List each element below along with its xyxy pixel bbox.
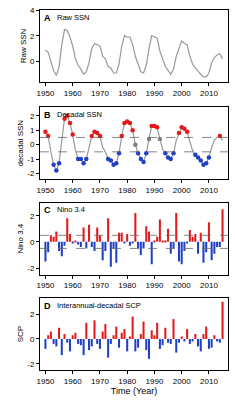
svg-text:2000: 2000 xyxy=(173,89,191,98)
svg-text:1970: 1970 xyxy=(91,281,109,290)
svg-text:1960: 1960 xyxy=(64,281,82,290)
svg-text:D: D xyxy=(44,301,51,311)
svg-text:-2: -2 xyxy=(27,264,35,273)
svg-text:-1: -1 xyxy=(27,155,35,164)
svg-text:0: 0 xyxy=(30,335,35,344)
svg-text:SCP: SCP xyxy=(16,326,25,342)
svg-text:2010: 2010 xyxy=(200,377,218,386)
svg-text:B: B xyxy=(44,110,51,120)
svg-text:Interannual-decadal SCP: Interannual-decadal SCP xyxy=(57,301,141,310)
svg-text:C: C xyxy=(44,205,51,215)
svg-text:1980: 1980 xyxy=(118,281,136,290)
svg-text:1970: 1970 xyxy=(91,377,109,386)
svg-text:Raw SSN: Raw SSN xyxy=(57,13,90,22)
svg-text:1970: 1970 xyxy=(91,186,109,195)
svg-text:2: 2 xyxy=(30,112,35,121)
svg-text:1980: 1980 xyxy=(118,377,136,386)
svg-text:2: 2 xyxy=(30,211,35,220)
svg-text:0: 0 xyxy=(30,57,35,66)
svg-text:decadal SSN: decadal SSN xyxy=(16,120,25,167)
svg-text:1950: 1950 xyxy=(37,281,55,290)
svg-text:1990: 1990 xyxy=(146,377,164,386)
svg-text:1960: 1960 xyxy=(64,186,82,195)
svg-text:1980: 1980 xyxy=(118,186,136,195)
svg-text:Time (Year): Time (Year) xyxy=(111,386,157,396)
svg-text:-2: -2 xyxy=(27,360,35,369)
svg-text:Decadal SSN: Decadal SSN xyxy=(57,110,102,119)
svg-text:1950: 1950 xyxy=(37,377,55,386)
svg-text:-2: -2 xyxy=(27,169,35,178)
svg-text:Nino 3.4: Nino 3.4 xyxy=(16,223,25,253)
svg-text:0: 0 xyxy=(30,238,35,247)
svg-text:1: 1 xyxy=(30,126,35,135)
svg-text:1960: 1960 xyxy=(64,377,82,386)
svg-text:2010: 2010 xyxy=(200,281,218,290)
svg-text:Raw SSN: Raw SSN xyxy=(19,28,28,63)
svg-text:1980: 1980 xyxy=(118,89,136,98)
svg-text:2000: 2000 xyxy=(173,186,191,195)
svg-text:2010: 2010 xyxy=(200,89,218,98)
svg-text:1990: 1990 xyxy=(146,89,164,98)
svg-text:0: 0 xyxy=(30,140,35,149)
svg-text:2000: 2000 xyxy=(173,281,191,290)
svg-text:2000: 2000 xyxy=(173,377,191,386)
svg-text:Nino 3.4: Nino 3.4 xyxy=(57,205,85,214)
svg-text:1960: 1960 xyxy=(64,89,82,98)
svg-text:2: 2 xyxy=(30,32,35,41)
svg-text:1990: 1990 xyxy=(146,281,164,290)
svg-text:2: 2 xyxy=(30,310,35,319)
svg-text:1950: 1950 xyxy=(37,89,55,98)
svg-text:1990: 1990 xyxy=(146,186,164,195)
svg-text:1970: 1970 xyxy=(91,89,109,98)
svg-text:1950: 1950 xyxy=(37,186,55,195)
svg-text:4: 4 xyxy=(30,6,35,15)
svg-text:2010: 2010 xyxy=(200,186,218,195)
svg-text:A: A xyxy=(44,13,51,23)
